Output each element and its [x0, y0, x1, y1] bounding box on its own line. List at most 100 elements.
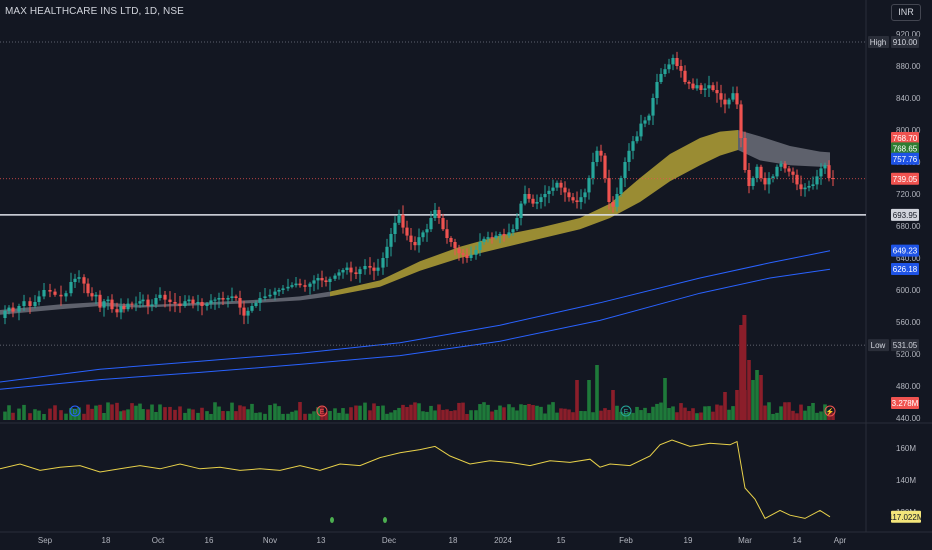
candle-body [482, 238, 486, 242]
candle-body [409, 235, 413, 242]
candle [303, 279, 307, 292]
time-tick-label: Dec [382, 536, 396, 545]
volume-bar [679, 403, 683, 420]
volume-bar [333, 408, 337, 420]
indicator-last-label: 117.022M [889, 513, 924, 522]
price-axis: 920.00880.00840.00800.00760.00720.00680.… [896, 30, 921, 423]
candle [627, 143, 631, 171]
candle [401, 205, 405, 234]
candle-body [739, 104, 743, 138]
volume-bar [320, 406, 324, 420]
volume-bar [575, 380, 579, 420]
volume-bar [102, 412, 106, 420]
candle [191, 296, 195, 309]
volume-last-label: 3.278M [892, 399, 919, 408]
volume-bar [94, 405, 98, 420]
candle-body [405, 227, 409, 236]
volume-bar [445, 409, 449, 420]
candle [623, 157, 627, 187]
sma-lower-badge: 626.18 [893, 265, 918, 274]
candle-body [102, 301, 106, 308]
candle-body [48, 290, 52, 292]
candle [354, 266, 358, 279]
candle [567, 188, 571, 202]
candle-body [819, 168, 823, 177]
volume-bar [731, 406, 735, 420]
candle-body [401, 214, 405, 228]
volume-bar [119, 411, 123, 420]
indicator-tick-label: 160M [896, 444, 916, 453]
candle-body [507, 232, 511, 236]
volume-bar [787, 402, 791, 420]
candle-body [523, 194, 527, 204]
candle [811, 176, 815, 190]
candle [102, 298, 106, 317]
candle [312, 275, 316, 292]
candle-body [134, 303, 138, 305]
candle [583, 188, 587, 204]
currency-button[interactable]: INR [891, 4, 921, 21]
candle-body [715, 90, 719, 94]
candle [115, 302, 119, 318]
time-tick-label: Sep [38, 536, 53, 545]
low-value-badge: 531.05 [893, 341, 918, 350]
volume-bar [308, 413, 312, 420]
volume-bar [755, 370, 759, 420]
volume-bar [783, 402, 787, 420]
candle-body [687, 82, 691, 84]
candle [486, 231, 490, 243]
indicator-tick-label: 140M [896, 476, 916, 485]
candle-body [363, 266, 367, 270]
candle [316, 273, 320, 290]
volume-bar [539, 406, 543, 420]
candle-body [571, 197, 575, 201]
candle-body [441, 218, 445, 230]
volume-bar [611, 390, 615, 420]
candle [226, 295, 230, 308]
candle [328, 276, 332, 291]
candle [535, 194, 539, 210]
volume-bar [337, 412, 341, 420]
volume-bar [122, 410, 126, 420]
volume-bar [141, 409, 145, 420]
ema-ribbon [0, 130, 830, 315]
event-marker [620, 405, 632, 417]
candle [482, 236, 486, 245]
candle [635, 131, 639, 144]
candle [298, 278, 302, 288]
event-marker [824, 405, 836, 417]
candle [547, 186, 551, 204]
candle [64, 290, 68, 302]
candle [17, 303, 21, 321]
candle [397, 209, 401, 226]
volume-bar [154, 411, 158, 420]
hline-badge: 693.95 [893, 211, 918, 220]
ribbon-upper-badge: 768.70 [893, 134, 918, 143]
price-tick-label: 560.00 [896, 318, 921, 327]
candle-body [389, 234, 393, 247]
time-tick-label: 15 [557, 536, 566, 545]
time-tick-label: 19 [684, 536, 693, 545]
hline-badge-bg [891, 208, 919, 221]
candle [196, 294, 200, 312]
candle [719, 84, 723, 108]
event-marker-label: E [320, 409, 325, 416]
volume-bar [217, 406, 221, 420]
candle [539, 193, 543, 209]
volume-bar [110, 404, 114, 420]
candle [126, 298, 130, 312]
candle [308, 281, 312, 295]
candle-body [77, 277, 81, 279]
candle [667, 58, 671, 74]
candle-body [559, 182, 563, 188]
candle [543, 185, 547, 207]
chart-title: MAX HEALTHCARE INS LTD, 1D, NSE [5, 6, 184, 17]
candle [413, 236, 417, 251]
candle-body [106, 299, 110, 302]
candle [607, 169, 611, 210]
candle-body [417, 237, 421, 246]
last-price-badge: 739.05 [893, 175, 918, 184]
candle [551, 179, 555, 196]
ma-fast-badge-bg [891, 152, 919, 165]
